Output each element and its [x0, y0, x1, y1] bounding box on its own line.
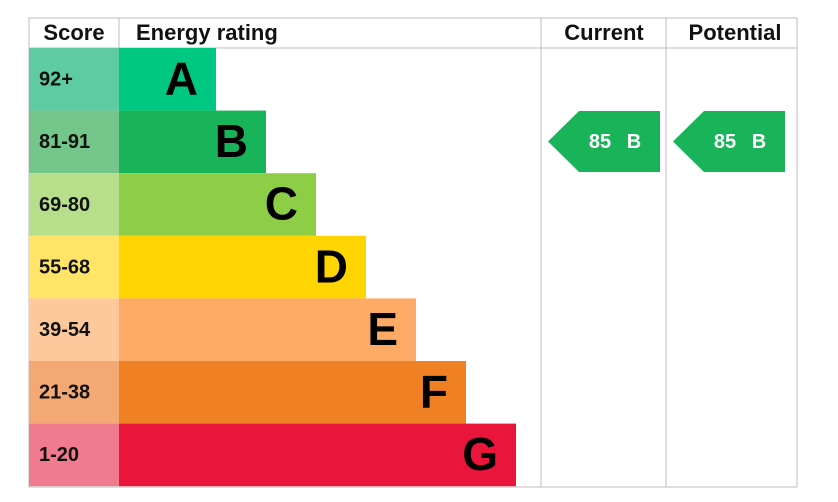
score-label: 39-54 [39, 319, 91, 341]
current-score: 85 [589, 131, 611, 153]
rating-bar [119, 361, 466, 424]
current-arrow [548, 111, 660, 172]
rating-bar [119, 298, 416, 361]
rating-bar [119, 235, 366, 299]
score-cell [29, 48, 119, 111]
header-current: Current [564, 20, 644, 45]
score-cell [29, 173, 119, 236]
score-label: 92+ [39, 69, 73, 91]
score-label: 21-38 [39, 382, 90, 404]
header-energy-rating: Energy rating [136, 20, 278, 45]
score-cell [29, 298, 119, 361]
potential-score: 85 [714, 131, 736, 153]
score-label: 1-20 [39, 444, 79, 466]
rating-letter: G [462, 428, 498, 480]
potential-arrow [673, 111, 785, 172]
header-potential: Potential [689, 20, 782, 45]
score-cell [29, 361, 119, 424]
rating-bar [119, 423, 516, 487]
rating-letter: B [215, 115, 248, 167]
rating-letter: D [315, 240, 348, 292]
potential-rating: B [752, 131, 766, 153]
rating-letter: E [367, 303, 398, 355]
score-cell [29, 423, 119, 487]
rating-letter: A [165, 52, 198, 104]
rating-letter: C [265, 178, 298, 230]
rating-bar [119, 173, 316, 236]
rating-letter: F [420, 365, 448, 417]
score-cell [29, 235, 119, 299]
score-label: 81-91 [39, 131, 90, 153]
current-rating: B [627, 131, 641, 153]
score-label: 55-68 [39, 256, 90, 278]
score-cell [29, 110, 119, 174]
rating-bar [119, 48, 216, 111]
rating-bar [119, 110, 266, 174]
score-label: 69-80 [39, 194, 90, 216]
header-score: Score [43, 20, 104, 45]
